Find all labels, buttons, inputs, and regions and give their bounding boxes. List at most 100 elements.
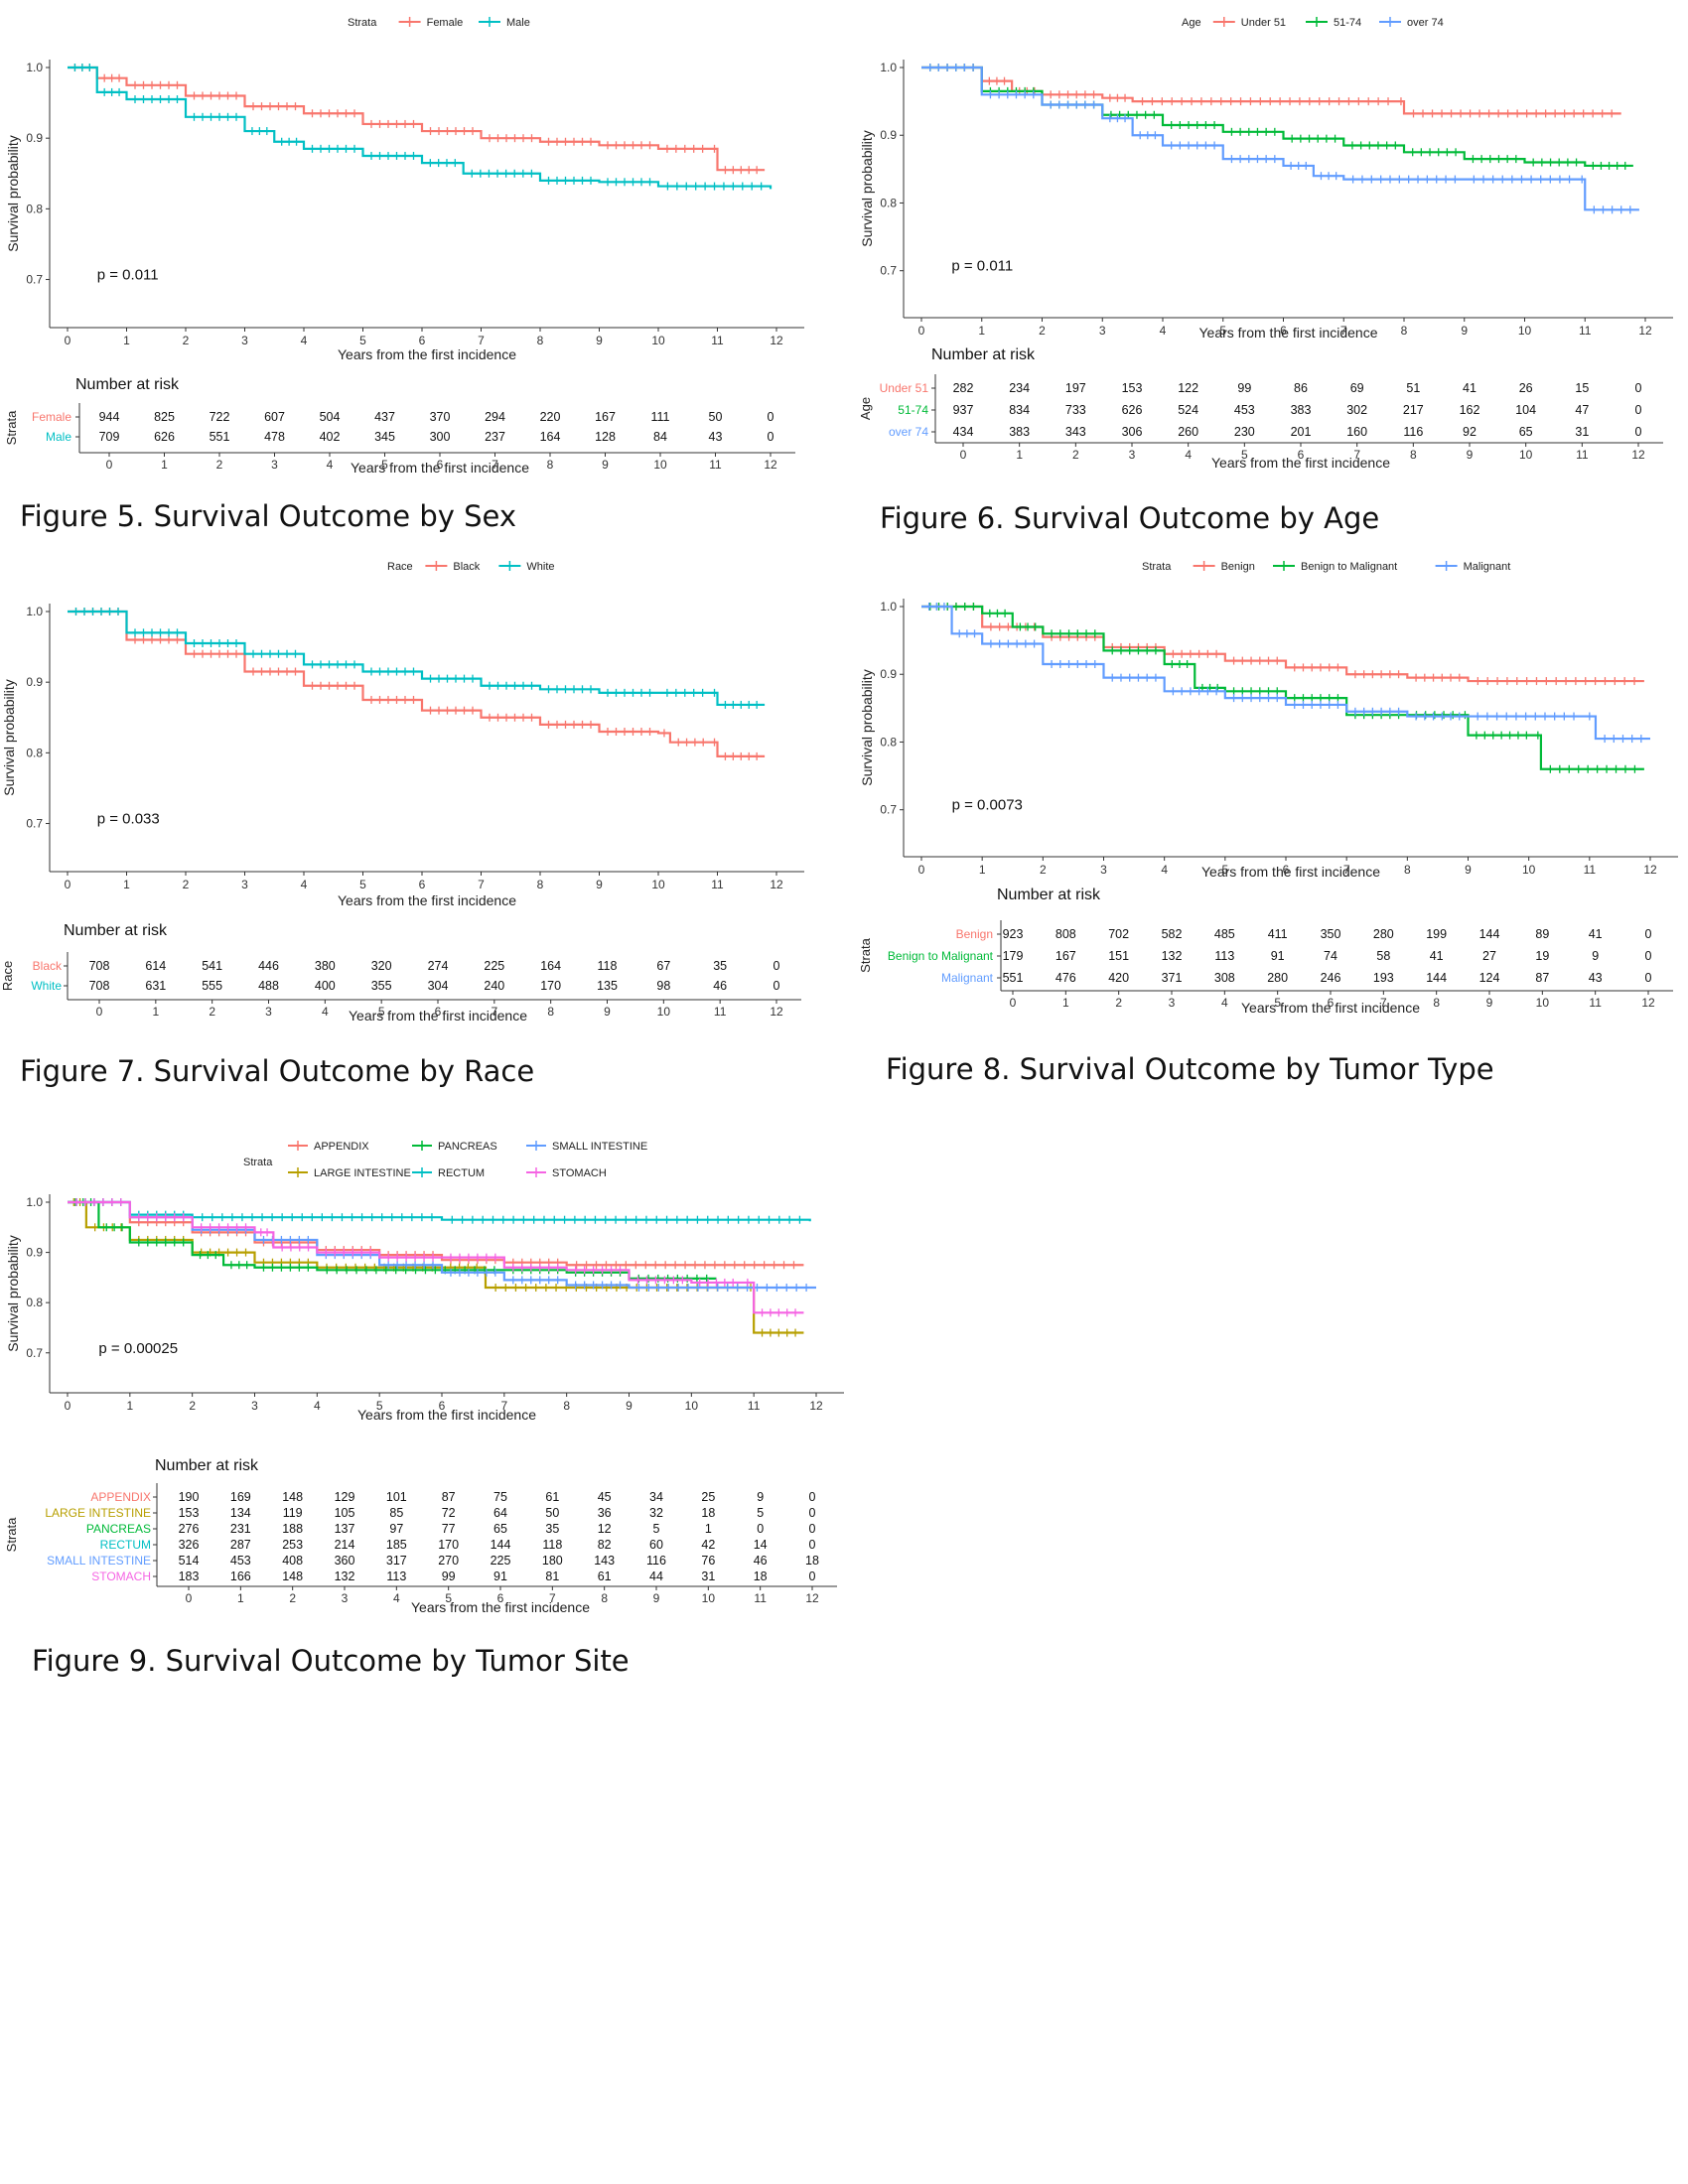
x-tick-label: 1 xyxy=(979,863,986,877)
x-axis-label: Years from the first incidence xyxy=(1198,325,1377,341)
risk-x-tick-label: 3 xyxy=(1169,996,1176,1010)
risk-count: 478 xyxy=(264,430,285,444)
km-panel-age: Age Under 51 51-74 over 74 0.7 0.8 0.9 1.0 0 1 2 3 4… xyxy=(854,0,1688,477)
p-value-label: p = 0.011 xyxy=(97,267,159,284)
risk-x-tick-label: 5 xyxy=(445,1591,452,1605)
survival-curve-black xyxy=(68,610,766,758)
risk-count: 137 xyxy=(335,1522,355,1536)
censor-marks-under-51 xyxy=(929,64,1613,118)
risk-x-tick-label: 5 xyxy=(378,1005,385,1019)
risk-count: 27 xyxy=(1482,949,1496,963)
risk-count: 360 xyxy=(335,1554,355,1568)
risk-count: 91 xyxy=(493,1570,507,1583)
risk-row-label-benign-to-malignant: Benign to Malignant xyxy=(888,949,994,963)
risk-count: 50 xyxy=(709,410,723,424)
risk-count: 45 xyxy=(598,1490,612,1504)
risk-count: 485 xyxy=(1214,927,1235,941)
legend-label-benign-to-malignant: Benign to Malignant xyxy=(1301,561,1397,573)
risk-x-tick-label: 6 xyxy=(435,1005,442,1019)
risk-count: 65 xyxy=(1519,425,1533,439)
x-tick-label: 1 xyxy=(978,324,985,338)
risk-count: 199 xyxy=(1426,927,1447,941)
survival-curve-stomach xyxy=(68,1200,804,1314)
risk-count: 183 xyxy=(179,1570,200,1583)
risk-count: 61 xyxy=(545,1490,559,1504)
risk-x-axis-label: Years from the first incidence xyxy=(411,1599,590,1615)
y-tick-label: 0.8 xyxy=(880,196,897,209)
y-tick-label: 0.9 xyxy=(880,667,897,681)
risk-row-label-small-intestine: SMALL INTESTINE xyxy=(47,1554,151,1568)
risk-count: 18 xyxy=(805,1554,819,1568)
risk-x-axis-label: Years from the first incidence xyxy=(351,460,529,476)
risk-x-tick-label: 11 xyxy=(1589,996,1602,1010)
risk-x-tick-label: 12 xyxy=(1641,996,1655,1010)
risk-count: 87 xyxy=(442,1490,456,1504)
risk-count: 162 xyxy=(1460,403,1480,417)
risk-count: 180 xyxy=(542,1554,563,1568)
x-tick-label: 6 xyxy=(419,334,426,347)
risk-x-tick-label: 7 xyxy=(492,458,498,472)
legend-title: Age xyxy=(1182,17,1201,29)
risk-count: 118 xyxy=(598,959,618,973)
risk-count: 320 xyxy=(371,959,392,973)
y-tick-label: 0.9 xyxy=(880,128,897,142)
risk-count: 541 xyxy=(202,959,222,973)
risk-count: 87 xyxy=(1535,971,1549,985)
risk-x-tick-label: 7 xyxy=(549,1591,556,1605)
x-tick-label: 12 xyxy=(770,334,783,347)
risk-count: 25 xyxy=(701,1490,715,1504)
risk-count: 170 xyxy=(438,1538,459,1552)
legend-label-rectum: RECTUM xyxy=(438,1167,485,1179)
risk-count: 0 xyxy=(809,1538,816,1552)
risk-count: 132 xyxy=(1162,949,1183,963)
risk-count: 75 xyxy=(493,1490,507,1504)
risk-x-axis-label: Years from the first incidence xyxy=(349,1008,527,1024)
y-axis-label: Survival probability xyxy=(859,669,875,786)
x-tick-label: 10 xyxy=(1518,324,1532,338)
x-tick-label: 10 xyxy=(685,1399,699,1413)
risk-count: 0 xyxy=(1645,927,1652,941)
risk-count: 129 xyxy=(335,1490,355,1504)
risk-count: 44 xyxy=(649,1570,663,1583)
risk-count: 99 xyxy=(1237,381,1251,395)
risk-count: 84 xyxy=(653,430,667,444)
x-axis-label: Years from the first incidence xyxy=(357,1407,536,1423)
risk-count: 551 xyxy=(210,430,230,444)
risk-x-tick-label: 4 xyxy=(322,1005,329,1019)
risk-count: 626 xyxy=(1122,403,1143,417)
risk-x-tick-label: 2 xyxy=(1115,996,1122,1010)
risk-row-label-white: White xyxy=(31,979,62,993)
risk-x-tick-label: 9 xyxy=(602,458,609,472)
risk-strata-label: Strata xyxy=(858,937,873,972)
risk-count: 76 xyxy=(701,1554,715,1568)
risk-x-tick-label: 9 xyxy=(604,1005,611,1019)
y-tick-label: 0.8 xyxy=(880,735,897,749)
risk-x-tick-label: 2 xyxy=(216,458,223,472)
risk-count: 86 xyxy=(1294,381,1308,395)
p-value-label: p = 0.0073 xyxy=(952,797,1023,814)
risk-count: 274 xyxy=(428,959,449,973)
risk-row-label-male: Male xyxy=(46,430,71,444)
x-tick-label: 12 xyxy=(770,878,783,891)
risk-count: 116 xyxy=(646,1554,666,1568)
risk-count: 923 xyxy=(1003,927,1024,941)
risk-count: 190 xyxy=(179,1490,200,1504)
x-axis-label: Years from the first incidence xyxy=(338,892,516,908)
x-tick-label: 7 xyxy=(1340,324,1347,338)
x-tick-label: 10 xyxy=(1522,863,1536,877)
legend: Strata APPENDIX LARGE INTESTINE PANCREAS REC… xyxy=(243,1141,647,1179)
risk-count: 825 xyxy=(154,410,175,424)
x-axis-label: Years from the first incidence xyxy=(338,346,516,362)
risk-count: 46 xyxy=(754,1554,768,1568)
x-tick-label: 1 xyxy=(126,1399,133,1413)
censor-marks-stomach xyxy=(75,1198,796,1317)
risk-count: 9 xyxy=(1592,949,1599,963)
risk-count: 420 xyxy=(1108,971,1129,985)
risk-count: 383 xyxy=(1291,403,1312,417)
survival-curve-appendix xyxy=(68,1200,804,1267)
risk-count: 317 xyxy=(386,1554,407,1568)
